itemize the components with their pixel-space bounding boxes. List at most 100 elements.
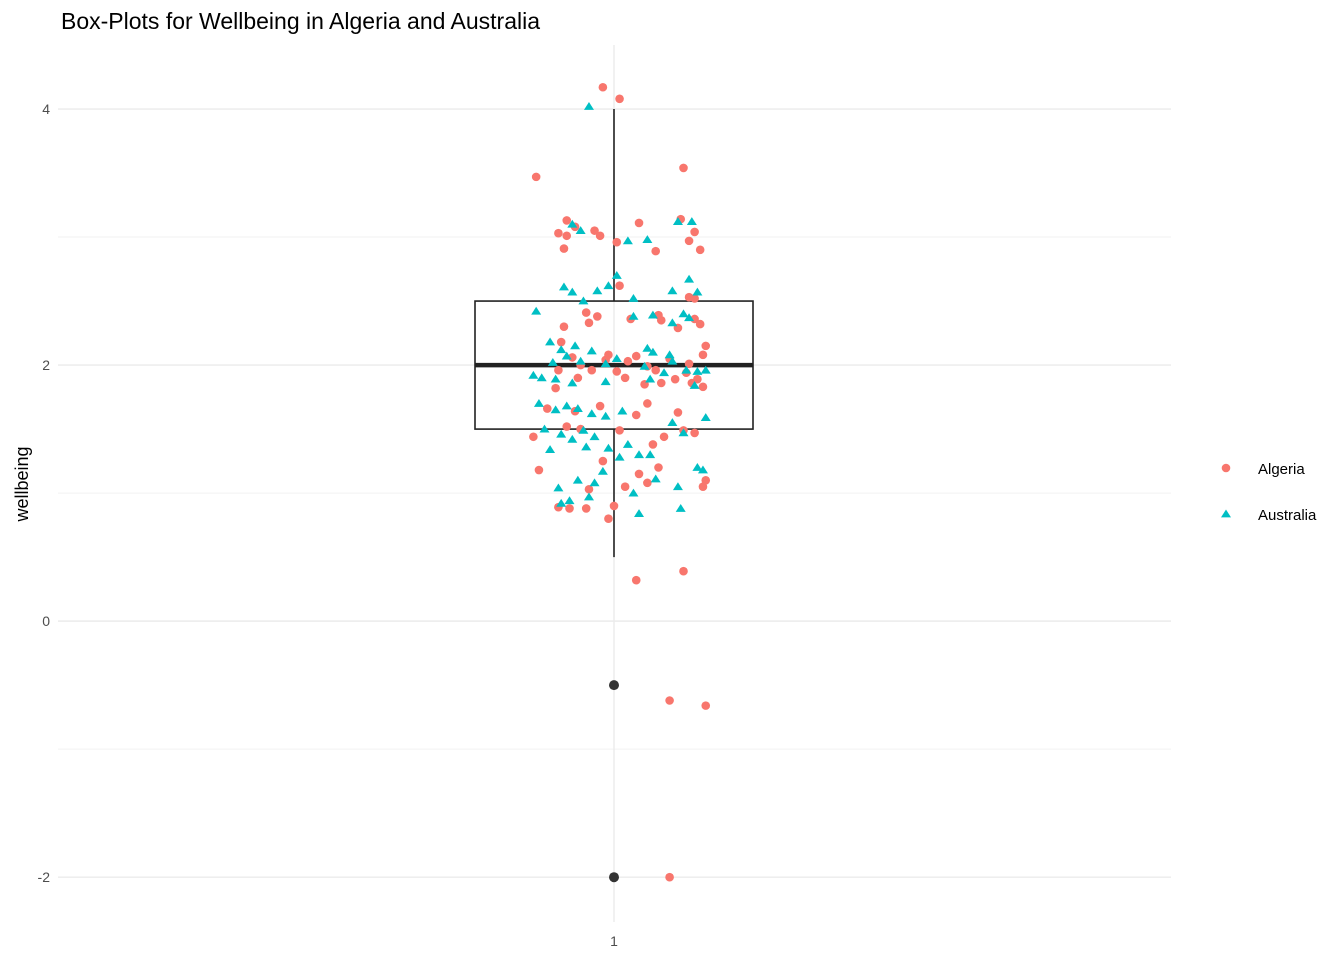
australia-point bbox=[634, 509, 645, 517]
algeria-point bbox=[665, 872, 674, 882]
algeria-point bbox=[534, 465, 544, 475]
algeria-point bbox=[695, 245, 705, 255]
algeria-point bbox=[690, 227, 699, 237]
algeria-point bbox=[679, 566, 688, 576]
australia-point bbox=[642, 235, 653, 243]
australia-point bbox=[572, 404, 583, 412]
algeria-point bbox=[684, 359, 694, 369]
australia-point bbox=[614, 452, 625, 461]
box-plot bbox=[474, 109, 754, 883]
algeria-point bbox=[665, 696, 674, 705]
australia-point bbox=[592, 286, 603, 295]
australia-point bbox=[572, 475, 583, 484]
australia-point bbox=[689, 381, 700, 389]
algeria-point bbox=[684, 236, 694, 246]
legend-key-algeria bbox=[1221, 463, 1231, 473]
australia-point bbox=[545, 445, 556, 453]
algeria-point bbox=[559, 322, 569, 331]
australia-point bbox=[550, 405, 561, 414]
australia-point bbox=[561, 351, 572, 360]
australia-point bbox=[558, 282, 569, 291]
legend-label-algeria: Algeria bbox=[1258, 461, 1305, 478]
algeria-point bbox=[590, 226, 599, 235]
australia-point bbox=[586, 409, 597, 418]
algeria-point bbox=[554, 228, 563, 238]
algeria-point bbox=[643, 478, 652, 488]
y-tick-labels: -2 0 2 4 bbox=[38, 101, 51, 885]
australia-point bbox=[672, 217, 683, 226]
x-tick-label: 1 bbox=[610, 933, 618, 949]
australia-point bbox=[659, 368, 670, 377]
algeria-point bbox=[620, 373, 630, 383]
algeria-point bbox=[593, 312, 602, 321]
algeria-point bbox=[670, 374, 680, 384]
algeria-point bbox=[581, 504, 591, 513]
australia-point bbox=[556, 345, 567, 354]
australia-point bbox=[686, 217, 697, 226]
australia-point bbox=[611, 270, 622, 279]
australia-point bbox=[681, 365, 692, 374]
algeria-point bbox=[559, 244, 569, 253]
australia-point bbox=[570, 341, 581, 350]
australia-point bbox=[581, 442, 592, 451]
australia-point bbox=[692, 366, 703, 375]
australia-point bbox=[545, 337, 556, 346]
algeria-point bbox=[562, 422, 572, 431]
algeria-point bbox=[693, 374, 702, 384]
australia-point bbox=[556, 498, 567, 507]
algeria-point bbox=[562, 231, 572, 241]
algeria-point bbox=[531, 172, 541, 182]
australia-point bbox=[692, 462, 703, 471]
australia-point bbox=[603, 443, 614, 452]
algeria-point bbox=[612, 237, 622, 247]
australia-point bbox=[645, 374, 656, 383]
australia-point bbox=[528, 370, 539, 379]
algeria-point bbox=[623, 356, 633, 366]
y-axis-label: wellbeing bbox=[12, 446, 32, 522]
australia-point bbox=[547, 358, 558, 366]
australia-point bbox=[664, 350, 675, 359]
algeria-point bbox=[631, 410, 641, 420]
australia-point bbox=[667, 356, 678, 365]
y-tick-label: 4 bbox=[42, 101, 50, 117]
algeria-point bbox=[643, 399, 652, 408]
algeria-point bbox=[651, 365, 660, 375]
algeria-point bbox=[587, 365, 597, 375]
australia-point bbox=[684, 274, 695, 283]
australia-point bbox=[600, 359, 611, 368]
australia-point bbox=[589, 478, 600, 487]
australia-point bbox=[561, 401, 572, 410]
australia-point bbox=[667, 418, 678, 427]
algeria-point bbox=[648, 440, 658, 449]
algeria-point bbox=[679, 163, 688, 173]
australia-point bbox=[639, 361, 650, 370]
australia-point bbox=[578, 425, 589, 434]
y-tick-label: -2 bbox=[38, 869, 51, 885]
australia-point bbox=[667, 318, 678, 327]
australia-point bbox=[567, 219, 578, 228]
australia-point bbox=[667, 286, 678, 295]
algeria-point bbox=[554, 365, 563, 375]
australia-point bbox=[533, 398, 544, 407]
chart-title: Box-Plots for Wellbeing in Algeria and A… bbox=[61, 8, 541, 34]
algeria-point bbox=[659, 432, 669, 442]
algeria-point bbox=[690, 428, 699, 438]
australia-point bbox=[550, 374, 561, 383]
australia-point bbox=[700, 365, 711, 374]
australia-point bbox=[642, 343, 653, 352]
legend-label-australia: Australia bbox=[1258, 507, 1317, 524]
australia-point bbox=[600, 377, 611, 386]
algeria-point bbox=[651, 246, 660, 256]
algeria-point bbox=[698, 350, 708, 360]
australia-point bbox=[531, 306, 542, 315]
algeria-point bbox=[701, 341, 711, 351]
australia-point bbox=[575, 356, 586, 365]
australia-point bbox=[700, 413, 711, 421]
algeria-point bbox=[701, 701, 711, 710]
australia-point bbox=[622, 439, 633, 448]
australia-point bbox=[628, 311, 639, 320]
algeria-point bbox=[615, 281, 624, 290]
algeria-point bbox=[695, 319, 705, 329]
australia-point bbox=[611, 354, 622, 363]
